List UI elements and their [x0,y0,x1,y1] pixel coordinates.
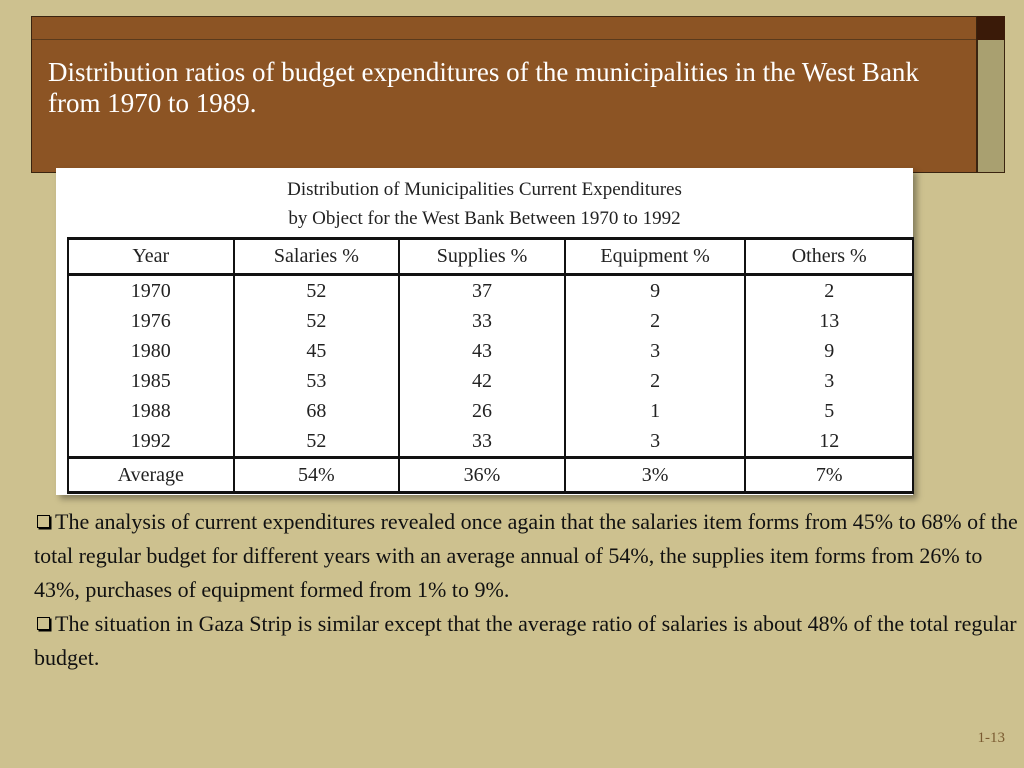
cell-supplies: 37 [398,274,566,306]
cell-supplies: 33 [398,426,566,458]
cell-salaries: 45 [232,336,401,366]
table-row: 1985 53 42 2 3 [67,366,914,396]
cell-average-others: 7% [744,456,914,494]
table-row: 1980 45 43 3 9 [67,336,914,366]
cell-year: 1992 [67,426,235,458]
cell-average-label: Average [67,456,235,494]
table-caption-line-1: Distribution of Municipalities Current E… [287,179,682,200]
cell-average-equipment: 3% [563,456,747,494]
body-text: The analysis of current expenditures rev… [34,505,1019,675]
cell-equipment: 9 [563,274,747,306]
cell-others: 5 [744,396,914,426]
cell-average-salaries: 54% [232,456,401,494]
title-bar-divider [32,39,976,40]
cell-equipment: 2 [563,366,747,396]
page-number: 1-13 [977,730,1006,746]
table-header-row: Year Salaries % Supplies % Equipment % O… [67,237,914,276]
corner-block [977,16,1005,40]
cell-year: 1988 [67,396,235,426]
cell-others: 2 [744,274,914,306]
table-row: 1970 52 37 9 2 [67,274,914,306]
cell-salaries: 52 [232,274,401,306]
cell-supplies: 42 [398,366,566,396]
cell-supplies: 26 [398,396,566,426]
hollow-square-bullet-icon [37,515,50,528]
cell-supplies: 33 [398,306,566,336]
cell-year: 1976 [67,306,235,336]
accent-strip [977,16,1005,173]
column-header-others: Others % [744,237,914,276]
cell-equipment: 2 [563,306,747,336]
column-header-year: Year [67,237,235,276]
column-header-supplies: Supplies % [398,237,566,276]
column-header-equipment: Equipment % [563,237,747,276]
cell-equipment: 3 [563,336,747,366]
table-average-row: Average 54% 36% 3% 7% [67,456,914,494]
cell-others: 3 [744,366,914,396]
table-caption: Distribution of Municipalities Current E… [56,168,913,233]
column-header-salaries: Salaries % [232,237,401,276]
cell-equipment: 1 [563,396,747,426]
table-row: 1976 52 33 2 13 [67,306,914,336]
bullet-paragraph: The situation in Gaza Strip is similar e… [34,607,1019,675]
cell-others: 12 [744,426,914,458]
paragraph-text: The situation in Gaza Strip is similar e… [34,611,1017,670]
paragraph-text: The analysis of current expenditures rev… [34,509,1018,602]
cell-supplies: 43 [398,336,566,366]
title-bar: Distribution ratios of budget expenditur… [31,16,977,173]
table-row: 1988 68 26 1 5 [67,396,914,426]
table-row: 1992 52 33 3 12 [67,426,914,458]
slide-title: Distribution ratios of budget expenditur… [48,57,919,118]
table-image: Distribution of Municipalities Current E… [56,168,914,495]
cell-salaries: 52 [232,426,401,458]
bullet-paragraph: The analysis of current expenditures rev… [34,505,1019,607]
cell-others: 9 [744,336,914,366]
cell-others: 13 [744,306,914,336]
cell-salaries: 52 [232,306,401,336]
cell-year: 1985 [67,366,235,396]
cell-salaries: 53 [232,366,401,396]
cell-year: 1970 [67,274,235,306]
hollow-square-bullet-icon [37,617,50,630]
expenditure-table: Year Salaries % Supplies % Equipment % O… [67,237,914,494]
cell-equipment: 3 [563,426,747,458]
cell-salaries: 68 [232,396,401,426]
table-caption-line-2: by Object for the West Bank Between 1970… [288,208,681,229]
cell-average-supplies: 36% [398,456,566,494]
cell-year: 1980 [67,336,235,366]
